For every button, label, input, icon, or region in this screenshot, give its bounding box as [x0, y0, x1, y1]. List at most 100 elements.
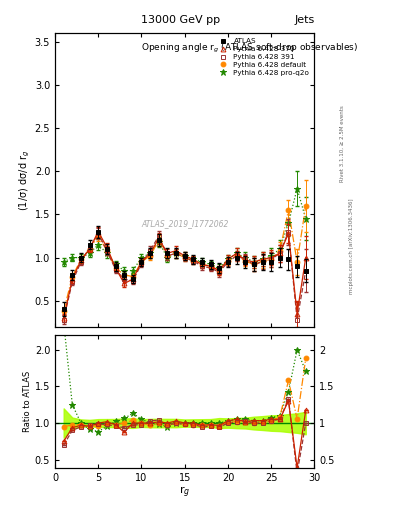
ATLAS	[182, 253, 187, 259]
ATLAS	[96, 229, 101, 235]
ATLAS	[260, 259, 265, 265]
Pythia 6.428 default	[191, 258, 196, 264]
Pythia 6.428 default	[303, 203, 308, 209]
Pythia 6.428 391	[191, 258, 196, 264]
ATLAS	[191, 256, 196, 262]
Pythia 6.428 default	[243, 258, 248, 264]
ATLAS	[130, 276, 135, 282]
ATLAS	[200, 259, 204, 265]
Pythia 6.428 default	[208, 263, 213, 269]
Pythia 6.428 default	[182, 254, 187, 261]
Pythia 6.428 370	[295, 311, 299, 317]
Pythia 6.428 default	[87, 246, 92, 252]
Pythia 6.428 default	[122, 272, 127, 278]
Pythia 6.428 370	[156, 236, 161, 242]
ATLAS	[79, 254, 83, 261]
ATLAS	[277, 254, 282, 261]
Pythia 6.428 default	[295, 259, 299, 265]
Pythia 6.428 default	[130, 273, 135, 280]
Pythia 6.428 370	[303, 254, 308, 261]
Pythia 6.428 pro-q2o	[113, 262, 118, 268]
Pythia 6.428 pro-q2o	[87, 250, 92, 257]
ATLAS	[156, 237, 161, 243]
Text: 13000 GeV pp: 13000 GeV pp	[141, 14, 220, 25]
ATLAS	[208, 262, 213, 268]
Pythia 6.428 370	[79, 257, 83, 263]
Pythia 6.428 pro-q2o	[234, 250, 239, 257]
Pythia 6.428 default	[70, 273, 75, 280]
Pythia 6.428 pro-q2o	[96, 242, 101, 248]
Pythia 6.428 pro-q2o	[260, 256, 265, 262]
Pythia 6.428 391	[156, 233, 161, 239]
Pythia 6.428 pro-q2o	[61, 259, 66, 265]
Pythia 6.428 default	[113, 265, 118, 271]
Pythia 6.428 391	[243, 256, 248, 262]
ATLAS	[295, 263, 299, 269]
Pythia 6.428 default	[226, 258, 230, 264]
Pythia 6.428 default	[156, 237, 161, 243]
Pythia 6.428 391	[200, 263, 204, 269]
Pythia 6.428 pro-q2o	[122, 267, 127, 273]
Pythia 6.428 370	[252, 259, 256, 265]
Pythia 6.428 370	[148, 250, 152, 257]
Text: ATLAS_2019_I1772062: ATLAS_2019_I1772062	[141, 220, 228, 228]
Pythia 6.428 pro-q2o	[139, 254, 144, 261]
Y-axis label: (1/σ) dσ/d r$_g$: (1/σ) dσ/d r$_g$	[17, 149, 32, 210]
Pythia 6.428 pro-q2o	[105, 250, 109, 257]
Pythia 6.428 370	[70, 276, 75, 282]
Pythia 6.428 391	[260, 259, 265, 265]
ATLAS	[105, 246, 109, 252]
Pythia 6.428 default	[139, 259, 144, 265]
Pythia 6.428 391	[87, 244, 92, 250]
Pythia 6.428 391	[70, 279, 75, 285]
Pythia 6.428 default	[217, 267, 222, 273]
Pythia 6.428 391	[105, 248, 109, 254]
ATLAS	[234, 254, 239, 261]
ATLAS	[243, 259, 248, 265]
Pythia 6.428 370	[260, 256, 265, 262]
Pythia 6.428 370	[105, 244, 109, 250]
Pythia 6.428 pro-q2o	[286, 220, 291, 226]
Pythia 6.428 default	[277, 248, 282, 254]
Pythia 6.428 pro-q2o	[174, 250, 178, 257]
Pythia 6.428 391	[303, 267, 308, 273]
Pythia 6.428 default	[174, 250, 178, 257]
Pythia 6.428 370	[208, 263, 213, 269]
Pythia 6.428 default	[260, 258, 265, 264]
Line: Pythia 6.428 370: Pythia 6.428 370	[61, 229, 308, 321]
ATLAS	[286, 256, 291, 262]
Pythia 6.428 370	[234, 250, 239, 257]
Pythia 6.428 370	[139, 259, 144, 265]
Pythia 6.428 pro-q2o	[191, 256, 196, 262]
Pythia 6.428 370	[113, 265, 118, 271]
Line: ATLAS: ATLAS	[61, 229, 308, 312]
Pythia 6.428 370	[286, 230, 291, 237]
Pythia 6.428 default	[61, 308, 66, 314]
Y-axis label: Ratio to ATLAS: Ratio to ATLAS	[23, 371, 32, 433]
Text: Opening angle r$_g$ (ATLAS soft-drop observables): Opening angle r$_g$ (ATLAS soft-drop obs…	[141, 42, 358, 55]
Pythia 6.428 391	[182, 254, 187, 261]
Legend: ATLAS, Pythia 6.428 370, Pythia 6.428 391, Pythia 6.428 default, Pythia 6.428 pr: ATLAS, Pythia 6.428 370, Pythia 6.428 39…	[213, 37, 311, 77]
Pythia 6.428 391	[174, 250, 178, 257]
Pythia 6.428 370	[226, 256, 230, 262]
Pythia 6.428 pro-q2o	[200, 259, 204, 265]
Pythia 6.428 pro-q2o	[303, 216, 308, 222]
Pythia 6.428 391	[165, 253, 170, 259]
ATLAS	[303, 267, 308, 273]
Pythia 6.428 391	[61, 316, 66, 323]
Pythia 6.428 370	[61, 315, 66, 321]
ATLAS	[139, 259, 144, 265]
ATLAS	[87, 242, 92, 248]
Pythia 6.428 pro-q2o	[217, 265, 222, 271]
Pythia 6.428 pro-q2o	[277, 246, 282, 252]
Pythia 6.428 pro-q2o	[182, 253, 187, 259]
Text: mcplots.cern.ch [arXiv:1306.3436]: mcplots.cern.ch [arXiv:1306.3436]	[349, 198, 354, 293]
Line: Pythia 6.428 pro-q2o: Pythia 6.428 pro-q2o	[60, 185, 309, 274]
Pythia 6.428 default	[286, 207, 291, 213]
ATLAS	[122, 272, 127, 278]
ATLAS	[226, 259, 230, 265]
Pythia 6.428 pro-q2o	[79, 254, 83, 261]
ATLAS	[70, 272, 75, 278]
X-axis label: r$_g$: r$_g$	[179, 485, 190, 500]
Pythia 6.428 370	[269, 254, 274, 261]
